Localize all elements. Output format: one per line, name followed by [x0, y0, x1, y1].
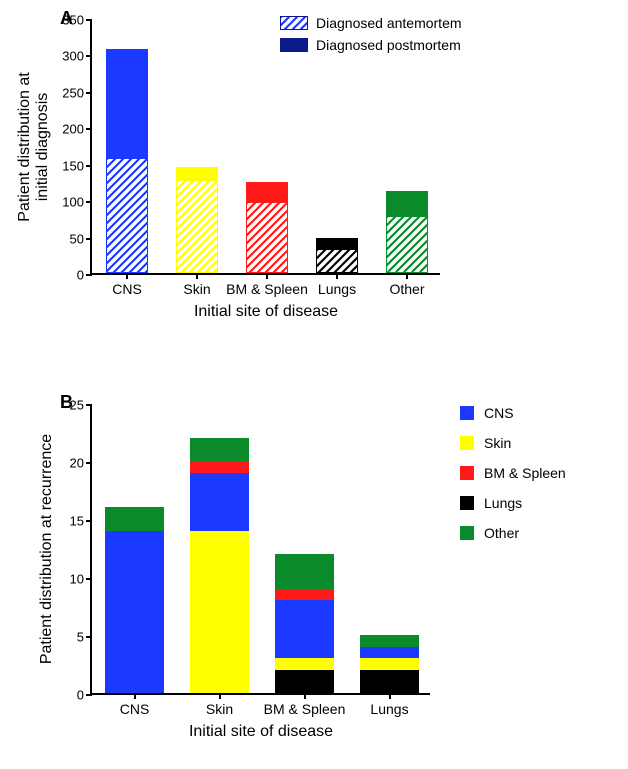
legend-item: Lungs [460, 495, 566, 511]
y-tick [86, 694, 92, 696]
x-tick [304, 693, 306, 699]
bar-seg [105, 507, 165, 530]
y-tick-label: 5 [77, 630, 84, 645]
bar-seg [275, 589, 335, 601]
x-tick [134, 693, 136, 699]
x-tick-label: CNS [120, 701, 150, 717]
bar-seg [275, 658, 335, 670]
legend-label: CNS [484, 405, 514, 421]
figure: A 050100150200250300350Patient distribut… [0, 0, 628, 769]
x-tick [389, 693, 391, 699]
bar-seg [275, 554, 335, 589]
panel-b-plot: 0510152025Patient distribution at recurr… [90, 405, 430, 695]
y-tick-label: 15 [70, 514, 84, 529]
y-tick [86, 578, 92, 580]
x-axis-title: Initial site of disease [189, 723, 333, 741]
y-tick [86, 462, 92, 464]
bar-seg [360, 635, 420, 647]
y-tick [86, 404, 92, 406]
bar-seg [190, 473, 250, 531]
x-tick-label: Skin [206, 701, 233, 717]
y-tick-label: 10 [70, 572, 84, 587]
y-tick-label: 0 [77, 688, 84, 703]
bar-seg [275, 670, 335, 693]
legend-swatch [460, 406, 474, 420]
legend-label: Skin [484, 435, 511, 451]
legend-label: Other [484, 525, 519, 541]
y-tick-label: 20 [70, 456, 84, 471]
y-tick [86, 636, 92, 638]
bar-seg [360, 647, 420, 659]
panel-b-legend: CNS Skin BM & Spleen Lungs Other [460, 405, 566, 555]
panel-b: B 0510152025Patient distribution at recu… [0, 0, 628, 769]
legend-label: BM & Spleen [484, 465, 566, 481]
bar-group [190, 403, 250, 693]
y-tick-label: 25 [70, 398, 84, 413]
bar-seg [105, 531, 165, 693]
legend-swatch [460, 436, 474, 450]
bar-seg [190, 438, 250, 461]
bar-seg [360, 670, 420, 693]
legend-item: CNS [460, 405, 566, 421]
bar-group [105, 403, 165, 693]
y-axis-title: Patient distribution at recurrence [38, 434, 56, 664]
bar-seg [190, 461, 250, 473]
legend-swatch [460, 526, 474, 540]
legend-item: Skin [460, 435, 566, 451]
bar-group [275, 403, 335, 693]
y-tick [86, 520, 92, 522]
bar-seg [360, 658, 420, 670]
legend-swatch [460, 466, 474, 480]
legend-label: Lungs [484, 495, 522, 511]
legend-swatch [460, 496, 474, 510]
bar-seg [190, 531, 250, 693]
legend-item: BM & Spleen [460, 465, 566, 481]
bar-group [360, 403, 420, 693]
x-tick [219, 693, 221, 699]
legend-item: Other [460, 525, 566, 541]
bar-seg [275, 600, 335, 658]
x-tick-label: BM & Spleen [264, 701, 346, 717]
x-tick-label: Lungs [370, 701, 408, 717]
